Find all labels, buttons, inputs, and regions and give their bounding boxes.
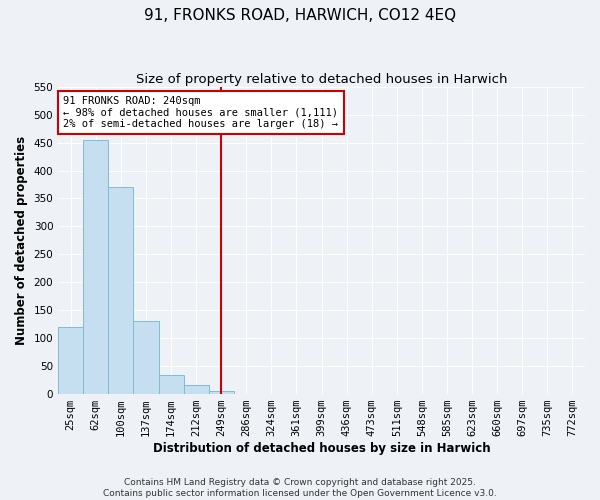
Text: 91 FRONKS ROAD: 240sqm
← 98% of detached houses are smaller (1,111)
2% of semi-d: 91 FRONKS ROAD: 240sqm ← 98% of detached… [64, 96, 338, 129]
Title: Size of property relative to detached houses in Harwich: Size of property relative to detached ho… [136, 72, 508, 86]
Bar [83, 140, 109, 394]
X-axis label: Distribution of detached houses by size in Harwich: Distribution of detached houses by size … [153, 442, 490, 455]
Bar [133, 322, 158, 394]
Y-axis label: Number of detached properties: Number of detached properties [15, 136, 28, 345]
Bar [158, 374, 184, 394]
Bar [58, 327, 83, 394]
Text: Contains HM Land Registry data © Crown copyright and database right 2025.
Contai: Contains HM Land Registry data © Crown c… [103, 478, 497, 498]
Bar [209, 392, 234, 394]
Bar [109, 188, 133, 394]
Bar [184, 385, 209, 394]
Text: 91, FRONKS ROAD, HARWICH, CO12 4EQ: 91, FRONKS ROAD, HARWICH, CO12 4EQ [144, 8, 456, 22]
